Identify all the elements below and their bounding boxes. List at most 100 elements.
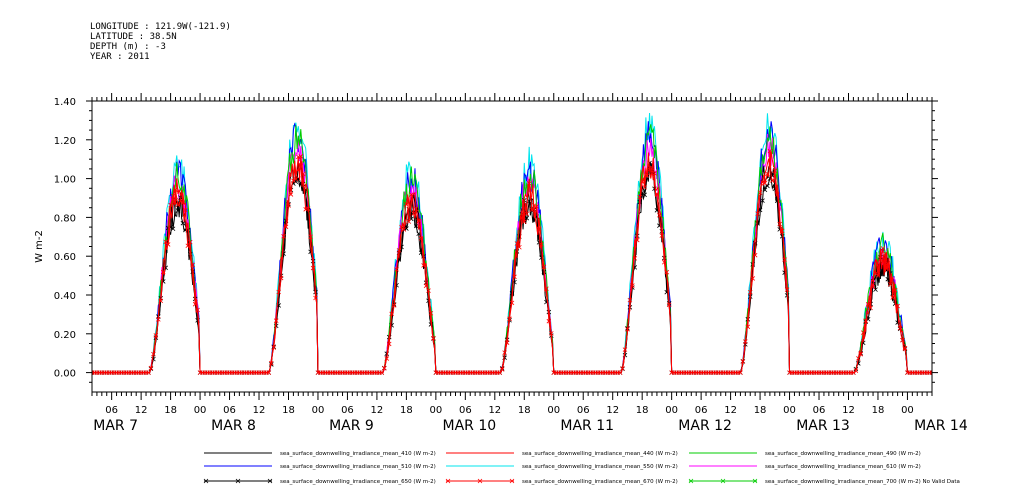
x-hour-tick-label: 18 <box>754 405 767 416</box>
series-marker <box>634 237 640 243</box>
legend-label: sea_surface_downwelling_irradiance_mean_… <box>765 451 921 457</box>
y-tick-label: 1.40 <box>54 97 76 108</box>
series-marker <box>647 167 652 172</box>
series-marker <box>858 351 864 357</box>
series-marker <box>902 345 908 351</box>
series-marker <box>192 301 198 307</box>
x-hour-tick-label: 00 <box>901 405 914 416</box>
series-marker <box>765 171 770 177</box>
series-marker <box>639 179 645 184</box>
legend-label: sea_surface_downwelling_irradiance_mean_… <box>522 451 678 457</box>
series-marker <box>887 282 893 287</box>
series-marker <box>870 284 876 290</box>
y-tick-label: 0.20 <box>54 330 76 341</box>
series-marker <box>156 317 161 322</box>
series-marker <box>190 269 195 274</box>
series-marker <box>521 219 527 224</box>
legend-label: sea_surface_downwelling_irradiance_mean_… <box>522 464 678 470</box>
y-tick-label: 0.00 <box>54 369 76 380</box>
series-marker <box>266 370 272 375</box>
series-marker <box>524 215 530 221</box>
x-axis: 06 12 18 00 06 12 18 00 06 12 18 00 06 12 18 00 06 12 18 00… <box>91 93 968 434</box>
x-day-label: MAR 11 <box>560 418 614 434</box>
series-marker <box>178 198 183 204</box>
legend-marker <box>752 478 758 484</box>
series-marker <box>654 191 660 197</box>
series-marker <box>642 184 647 190</box>
series-marker <box>883 251 888 256</box>
x-day-label: MAR 10 <box>443 418 497 434</box>
legend-marker <box>688 478 694 484</box>
series-marker <box>625 327 630 332</box>
series-marker <box>394 267 399 272</box>
series-marker <box>283 224 289 230</box>
series-line <box>92 133 932 374</box>
series-marker <box>187 239 193 245</box>
x-hour-tick-label: 12 <box>371 405 384 416</box>
series-marker <box>652 171 657 176</box>
series-marker <box>418 236 424 241</box>
series-marker <box>517 244 522 250</box>
series-marker <box>504 340 510 345</box>
series-marker <box>170 193 176 199</box>
x-day-label: MAR 14 <box>914 418 968 434</box>
series-marker <box>745 324 751 330</box>
series-marker <box>752 252 758 258</box>
legend-marker <box>477 478 483 484</box>
depth-label: DEPTH (m) : -3 <box>90 42 166 52</box>
series-marker <box>391 303 397 308</box>
series-marker <box>416 218 421 224</box>
x-hour-tick-label: 00 <box>665 405 678 416</box>
series-marker <box>381 366 387 371</box>
series-layer <box>92 113 932 375</box>
series-marker <box>878 256 883 262</box>
x-day-label: MAR 9 <box>329 418 374 434</box>
series-marker <box>659 229 665 234</box>
x-hour-tick-label: 00 <box>547 405 560 416</box>
series-marker <box>526 181 532 186</box>
series-marker <box>885 261 891 266</box>
series-marker <box>413 223 419 229</box>
series-marker <box>278 275 284 281</box>
series-line <box>92 113 932 374</box>
x-hour-tick-label: 06 <box>695 405 708 416</box>
series-marker <box>396 248 402 253</box>
series-marker <box>762 180 768 186</box>
series-marker <box>421 263 426 268</box>
series-marker <box>509 300 515 306</box>
y-tick-label: 0.40 <box>54 291 76 302</box>
x-hour-tick-label: 06 <box>341 405 354 416</box>
series-marker <box>860 330 866 335</box>
x-hour-tick-label: 00 <box>429 405 442 416</box>
series-marker <box>404 201 409 207</box>
series-marker <box>531 203 537 208</box>
legend: sea_surface_downwelling_irradiance_mean_… <box>203 451 960 485</box>
series-marker <box>536 226 542 232</box>
x-hour-tick-label: 18 <box>872 405 885 416</box>
y-tick-label: 1.00 <box>54 175 76 186</box>
series-marker <box>755 211 760 216</box>
series-marker <box>413 206 419 212</box>
series-marker <box>617 370 623 375</box>
series-marker <box>657 212 662 218</box>
series-marker <box>406 219 412 224</box>
series-marker <box>738 370 743 375</box>
series-marker <box>747 289 753 295</box>
series-marker <box>190 262 195 268</box>
series-line <box>92 162 932 374</box>
series-marker <box>288 192 294 197</box>
series-marker <box>777 221 783 227</box>
series-marker <box>195 307 200 313</box>
legend-marker <box>445 478 451 484</box>
series-marker <box>286 203 291 208</box>
series-marker <box>895 303 900 309</box>
series-marker <box>281 234 286 239</box>
series-marker <box>151 351 156 357</box>
legend-label: sea_surface_downwelling_irradiance_mean_… <box>765 479 960 485</box>
series-marker <box>779 228 785 234</box>
legend-marker <box>720 478 726 484</box>
x-hour-tick-label: 06 <box>459 405 472 416</box>
x-day-label: MAR 7 <box>93 418 138 434</box>
series-marker <box>755 221 760 226</box>
series-marker <box>524 211 530 217</box>
